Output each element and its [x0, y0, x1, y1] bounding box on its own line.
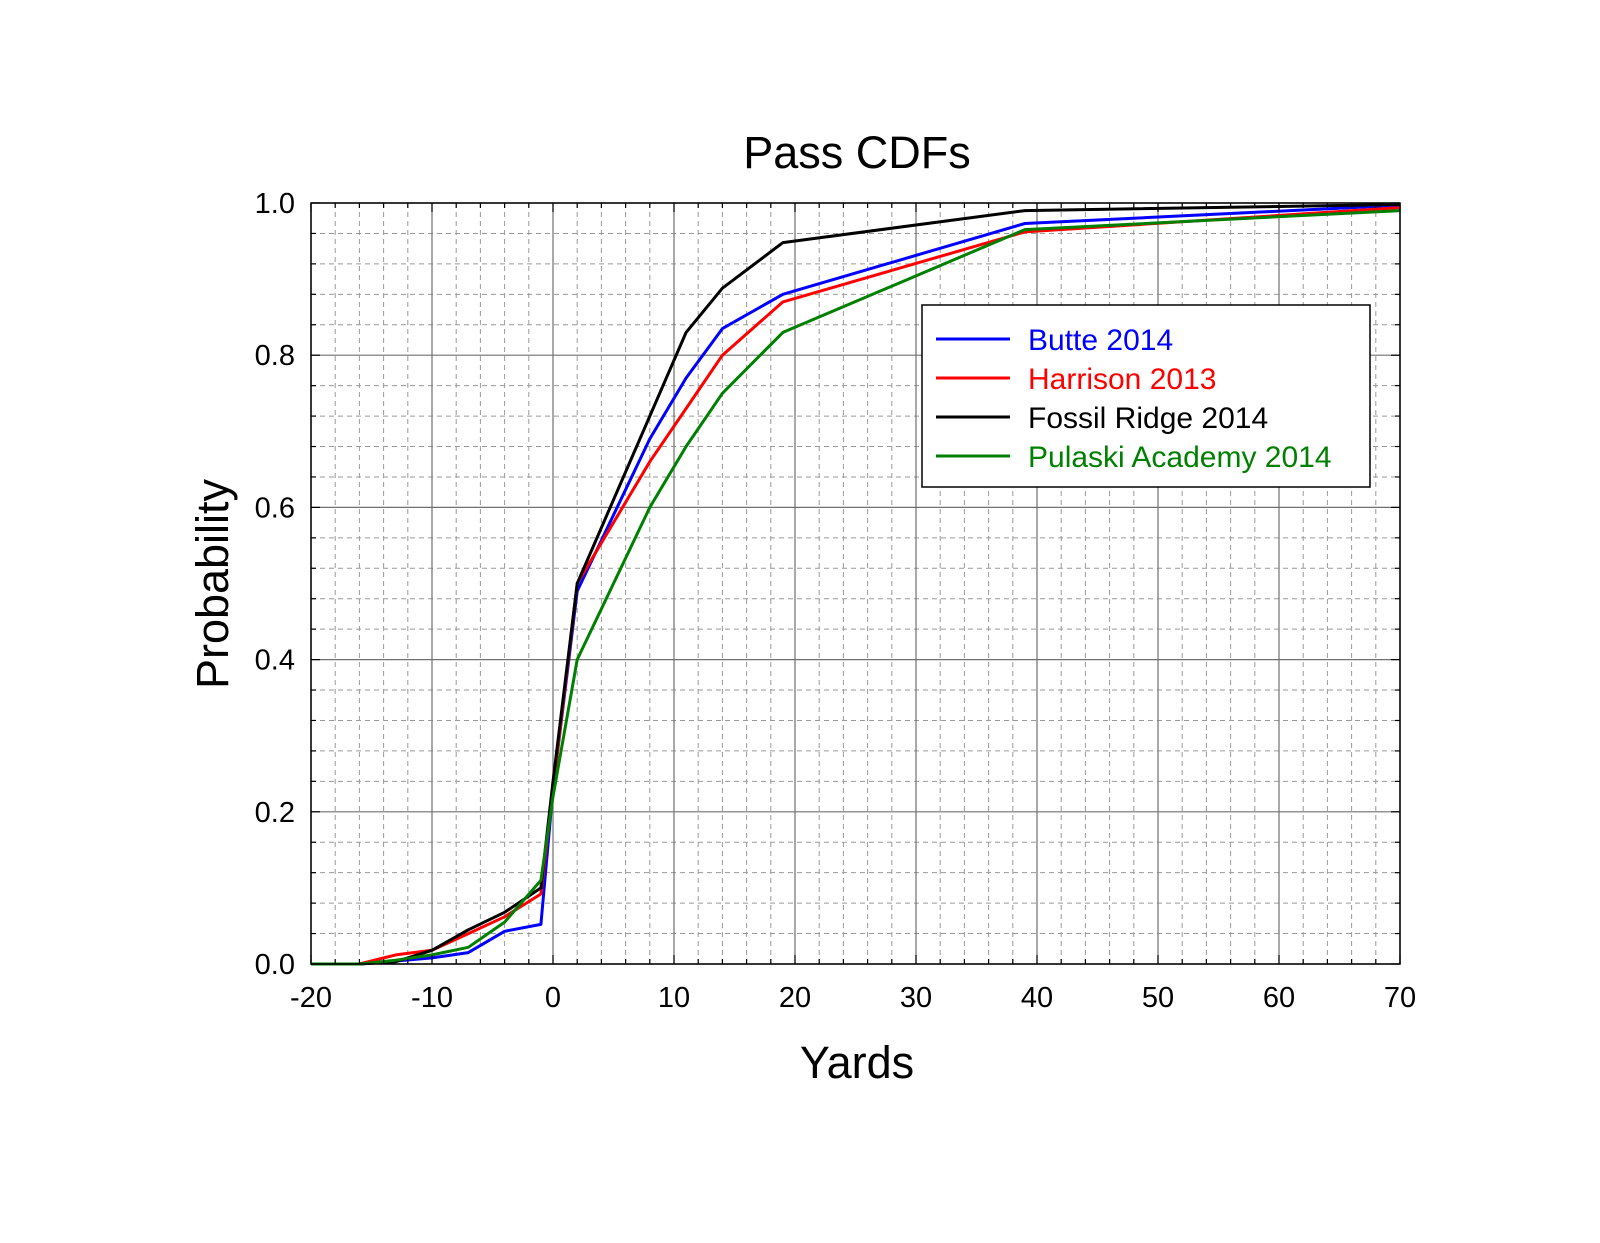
x-tick-label: -20 — [290, 982, 332, 1014]
y-axis-label: Probability — [187, 478, 238, 689]
x-axis-label: Yards — [800, 1037, 914, 1088]
x-tick-labels: -20 -10 0 10 20 30 40 50 60 70 — [290, 982, 1416, 1014]
x-tick-label: 0 — [545, 982, 561, 1014]
x-tick-label: 40 — [1021, 982, 1053, 1014]
x-tick-label: 20 — [779, 982, 811, 1014]
x-tick-label: 30 — [900, 982, 932, 1014]
x-tick-label: 70 — [1384, 982, 1416, 1014]
x-tick-label: 60 — [1263, 982, 1295, 1014]
y-tick-label: 0.0 — [255, 949, 295, 981]
x-tick-label: -10 — [411, 982, 453, 1014]
minor-gridlines — [311, 203, 1400, 964]
plot-frame — [310, 202, 1401, 965]
y-tick-label: 0.6 — [255, 492, 295, 524]
legend: Butte 2014 Harrison 2013 Fossil Ridge 2014… — [921, 304, 1371, 488]
y-tick-label: 0.2 — [255, 797, 295, 829]
legend-label-fossil-ridge-2014: Fossil Ridge 2014 — [1028, 402, 1268, 435]
y-tick-label: 1.0 — [255, 188, 295, 220]
x-tick-label: 50 — [1142, 982, 1174, 1014]
legend-label-pulaski-academy-2014: Pulaski Academy 2014 — [1028, 441, 1332, 474]
y-tick-label: 0.4 — [255, 645, 295, 677]
chart-title: Pass CDFs — [743, 127, 971, 178]
x-tick-label: 10 — [658, 982, 690, 1014]
legend-label-butte-2014: Butte 2014 — [1028, 324, 1173, 357]
y-tick-labels: 0.0 0.2 0.4 0.6 0.8 1.0 — [255, 188, 295, 981]
tick-marks — [310, 202, 1401, 965]
y-tick-label: 0.8 — [255, 340, 295, 372]
series-line-pulaski-academy-2014 — [311, 209, 1401, 966]
legend-label-harrison-2013: Harrison 2013 — [1028, 363, 1216, 396]
